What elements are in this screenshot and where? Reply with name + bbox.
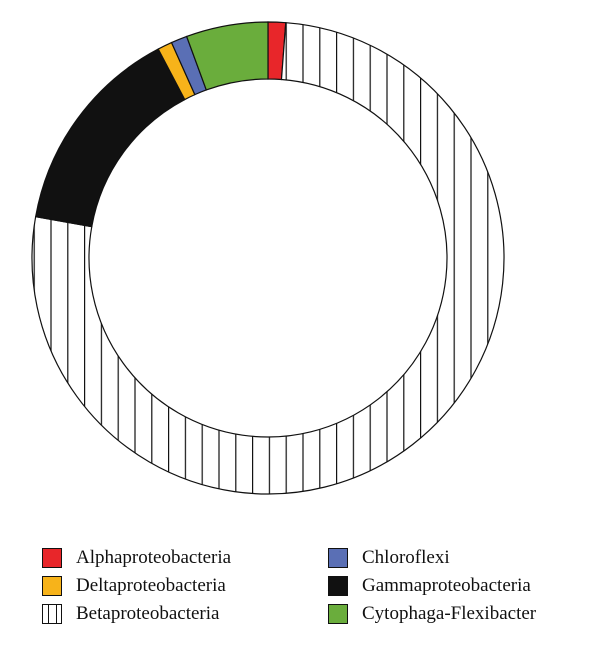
slice-betaproteobacteria bbox=[31, 22, 505, 495]
slice-cytophaga-flexibacter bbox=[185, 21, 269, 91]
slice-gammaproteobacteria bbox=[34, 48, 186, 228]
donut-slices bbox=[31, 21, 505, 495]
